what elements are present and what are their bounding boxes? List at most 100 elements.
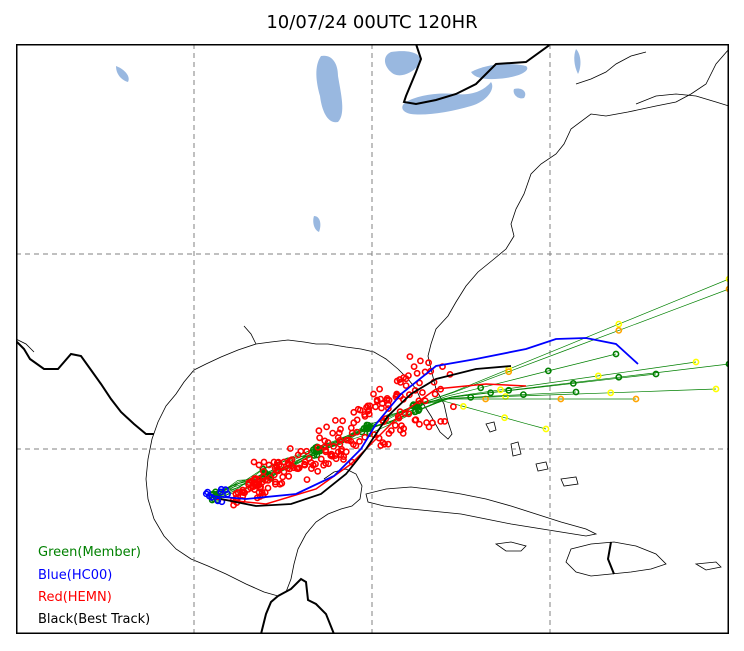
member-track-point (362, 424, 370, 432)
member-track-point (692, 358, 700, 366)
hemn-point (314, 467, 322, 475)
hemn-point (331, 416, 339, 424)
hemn-point (404, 372, 412, 379)
hemn-point (421, 397, 429, 405)
member-track-point (557, 395, 565, 403)
hemn-point (279, 473, 287, 481)
member-track-point (632, 395, 640, 403)
hemn-point (288, 456, 296, 464)
member-track-point (415, 407, 422, 414)
hemn-point (353, 428, 361, 436)
hemn-point (334, 434, 342, 441)
hc00-point (224, 490, 231, 498)
hemn-point (406, 353, 414, 360)
hemn-track (215, 383, 527, 505)
hemn-point (285, 461, 293, 469)
hemn-point (385, 396, 393, 404)
hemn-point (376, 385, 383, 393)
member-track-point (607, 389, 615, 397)
hemn-point (280, 468, 288, 476)
member-track-point (467, 393, 475, 401)
hemn-point (397, 378, 404, 386)
hemn-point (337, 425, 344, 433)
hemn-point (293, 465, 301, 472)
member-track-point (519, 391, 527, 398)
hemn-point (305, 455, 313, 462)
hemn-point (245, 481, 252, 488)
hemn-point (425, 423, 433, 431)
member-track (213, 373, 657, 500)
hemn-point (337, 451, 345, 459)
hc00-point (202, 490, 210, 498)
hemn-point (379, 439, 387, 446)
hemn-point (264, 476, 272, 484)
hemn-point (303, 447, 310, 455)
hemn-point (258, 478, 266, 486)
borders (16, 44, 615, 634)
hemn-point (328, 452, 336, 460)
hemn-point (415, 420, 423, 428)
member-track-point (612, 350, 620, 358)
best-track (220, 365, 512, 507)
member-track (215, 278, 729, 497)
hemn-point (398, 422, 405, 430)
hemn-point (294, 451, 302, 459)
hemn-point (350, 419, 358, 427)
hc00-point (214, 497, 222, 505)
hemn-point (280, 458, 288, 466)
hemn-point (275, 461, 283, 469)
hemn-point (303, 476, 311, 483)
legend-member: Green(Member) (38, 545, 141, 560)
forecast-tracks (202, 275, 729, 509)
hemn-point (270, 458, 278, 466)
hemn-point (449, 403, 457, 411)
hemn-point (402, 382, 410, 389)
hemn-point (339, 417, 346, 425)
member-track-point (725, 360, 729, 368)
hemn-point (413, 369, 421, 377)
legend-hemn: Red(HEMN) (38, 590, 112, 605)
hemn-point (250, 458, 258, 466)
hemn-point (364, 407, 372, 415)
gridlines (16, 44, 729, 634)
hemn-point (363, 403, 370, 411)
member-track-point (572, 388, 580, 396)
hemn-point (441, 417, 449, 425)
member-track-point (725, 275, 729, 283)
hemn-point (437, 417, 445, 425)
hemn-point (411, 416, 419, 424)
hemn-point (350, 408, 358, 416)
hemn-point (251, 475, 258, 482)
hc00-point (217, 488, 225, 496)
legend-best-track: Black(Best Track) (38, 612, 151, 627)
hemn-point (343, 436, 351, 444)
hemn-point (322, 448, 330, 456)
hemn-point (373, 396, 381, 404)
hemn-point (260, 458, 268, 466)
member-track-point (459, 402, 467, 410)
member-track-point (615, 326, 623, 334)
hemn-point (316, 434, 323, 442)
hemn-point (385, 430, 393, 437)
hemn-point (301, 461, 309, 469)
hemn-point (330, 442, 337, 450)
hemn-point (278, 479, 286, 487)
hemn-point (259, 467, 267, 475)
hemn-point (425, 359, 432, 367)
member-track-point (594, 372, 602, 380)
hemn-point (410, 363, 418, 370)
member-track-point (569, 379, 577, 387)
hemn-point (418, 389, 426, 396)
member-track (213, 391, 577, 495)
member-track-point (615, 320, 623, 328)
member-track-point (725, 285, 729, 293)
hemn-point (384, 440, 392, 448)
member-track-point (544, 367, 552, 375)
hemn-point (324, 439, 332, 446)
member-track-point (542, 425, 550, 433)
hemn-point (366, 402, 374, 410)
hemn-point (393, 377, 401, 385)
hemn-point (329, 429, 337, 437)
hemn-point (370, 390, 377, 398)
member-track-point (652, 370, 660, 378)
